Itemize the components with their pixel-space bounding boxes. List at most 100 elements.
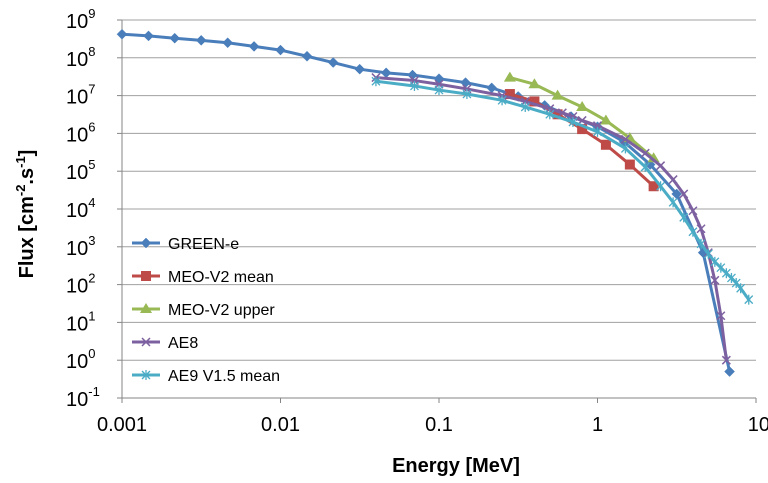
y-tick-labels: 109 108 107 106 105 104 103 102 101 100 10-1 (66, 6, 122, 411)
data-point-meo-v2-mean (552, 109, 563, 120)
legend-marker (140, 237, 152, 249)
data-point-meo-v2-upper (503, 71, 516, 82)
series-layer (116, 28, 754, 377)
data-point-ae9-v1-5-mean (736, 283, 746, 294)
data-point-ae8 (716, 311, 726, 321)
data-point-ae9-v1-5-mean (462, 89, 472, 100)
data-point-green-e (143, 30, 154, 42)
series-meo-v2-upper (503, 71, 660, 163)
legend-item-ae8: AE8 (132, 335, 198, 352)
data-point-ae9-v1-5-mean (656, 181, 666, 192)
data-point-green-e (380, 67, 392, 79)
data-point-meo-v2-upper (528, 78, 541, 89)
data-point-ae9-v1-5-mean (696, 238, 706, 249)
x-tick-label: 0.001 (97, 414, 147, 436)
y-tick-label: 104 (66, 195, 95, 222)
data-point-green-e (222, 37, 233, 49)
legend-item-meo-v2-mean: MEO-V2 mean (132, 269, 274, 286)
series-line-green-e (120, 32, 732, 374)
data-point-ae9-v1-5-mean (545, 109, 555, 120)
y-tick-label: 102 (66, 271, 95, 298)
data-point-ae9-v1-5-mean (703, 248, 713, 259)
legend-marker (140, 303, 152, 313)
series-meo-v2-mean (504, 89, 659, 192)
legend-label: MEO-V2 upper (168, 302, 275, 319)
y-tick-label: 101 (66, 308, 95, 335)
data-point-ae8 (668, 175, 678, 185)
legend-item-ae9-v1-5-mean: AE9 V1.5 mean (132, 368, 280, 385)
data-point-green-e (248, 41, 260, 52)
data-point-ae9-v1-5-mean (679, 212, 689, 223)
data-point-ae9-v1-5-mean (668, 197, 678, 208)
x-tick-label: 1 (592, 414, 603, 436)
legend-label: AE9 V1.5 mean (168, 368, 280, 385)
data-point-ae8 (640, 148, 650, 158)
data-point-ae9-v1-5-mean (640, 161, 650, 172)
x-axis-title: Energy [MeV] (392, 455, 520, 477)
data-point-meo-v2-mean (600, 139, 611, 150)
data-point-ae8 (679, 189, 689, 199)
y-tick-label: 100 (66, 346, 95, 373)
data-point-green-e (275, 44, 286, 56)
y-tick-label: 106 (66, 119, 95, 146)
data-point-ae9-v1-5-mean (434, 85, 444, 96)
data-point-ae9-v1-5-mean (520, 101, 530, 112)
data-point-green-e (486, 82, 498, 94)
data-point-ae9-v1-5-mean (568, 117, 578, 128)
data-point-meo-v2-upper (599, 114, 612, 125)
series-ae9-v1-5-mean (371, 76, 754, 305)
y-tick-label: 105 (66, 157, 95, 184)
series-ae8 (371, 73, 731, 365)
data-point-ae8 (710, 275, 720, 285)
data-point-meo-v2-mean (504, 89, 515, 100)
data-point-ae8 (656, 161, 666, 171)
data-point-ae9-v1-5-mean (744, 294, 754, 305)
y-tick-label: 108 (66, 44, 95, 71)
data-point-ae8 (620, 134, 630, 144)
series-line-meo-v2-upper (508, 76, 656, 160)
data-point-meo-v2-mean (648, 181, 659, 192)
y-tick-label: 10-1 (66, 384, 100, 411)
data-point-meo-v2-upper (551, 89, 564, 100)
x-tick-label: 0.01 (261, 414, 300, 436)
data-point-ae8 (688, 206, 698, 216)
legend: GREEN-e MEO-V2 mean MEO-V2 upper AE8 AE9 V1.… (132, 236, 280, 385)
legend-marker (141, 370, 151, 380)
x-tick-labels: 0.001 0.01 0.1 1 10 (97, 398, 768, 436)
data-point-ae9-v1-5-mean (688, 226, 698, 237)
data-point-green-e (724, 366, 735, 377)
data-point-ae9-v1-5-mean (620, 143, 630, 154)
data-point-meo-v2-mean (577, 124, 588, 135)
data-point-ae8 (721, 355, 731, 365)
y-tick-label: 103 (66, 233, 95, 260)
data-point-ae9-v1-5-mean (497, 95, 507, 106)
data-point-green-e (327, 57, 339, 68)
legend-label: GREEN-e (168, 236, 239, 253)
data-point-green-e (169, 32, 181, 44)
data-point-green-e (301, 50, 313, 62)
data-point-ae8 (557, 108, 567, 118)
data-point-meo-v2-upper (576, 100, 589, 111)
data-point-ae8 (696, 224, 706, 234)
legend-label: AE8 (168, 335, 198, 352)
y-axis-title: Flux [cm-2.s-1] (13, 150, 38, 279)
data-point-ae9-v1-5-mean (721, 268, 731, 279)
data-point-meo-v2-upper (647, 152, 660, 163)
data-point-ae9-v1-5-mean (593, 126, 602, 137)
data-point-green-e (354, 63, 366, 75)
legend-marker (141, 337, 151, 347)
legend-item-green-e: GREEN-e (132, 236, 239, 253)
x-tick-label: 10 (748, 414, 768, 436)
data-point-ae9-v1-5-mean (371, 76, 381, 87)
data-point-meo-v2-mean (624, 159, 635, 170)
legend-marker (141, 271, 151, 281)
series-line-ae8 (374, 76, 728, 362)
y-tick-label: 109 (66, 6, 95, 33)
data-point-meo-v2-mean (529, 96, 540, 107)
data-point-green-e (116, 28, 128, 40)
x-tick-label: 0.1 (425, 414, 453, 436)
legend-item-meo-v2-upper: MEO-V2 upper (132, 302, 275, 319)
data-point-green-e (195, 34, 207, 46)
y-tick-label: 107 (66, 82, 95, 109)
